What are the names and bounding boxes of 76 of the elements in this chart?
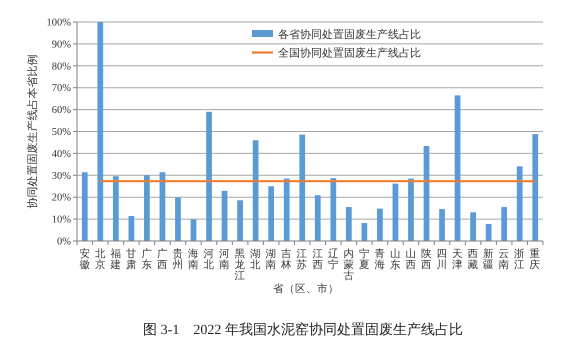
y-tick-label: 40% bbox=[52, 148, 72, 160]
legend-label: 各省协同处置固废生产线占比 bbox=[278, 28, 421, 41]
x-tick-label: 内蒙古 bbox=[343, 247, 354, 282]
bar bbox=[97, 22, 104, 241]
x-axis-title: 省（区、市） bbox=[273, 282, 339, 295]
x-tick-label: 海南 bbox=[188, 248, 199, 271]
y-tick-label: 10% bbox=[52, 214, 72, 226]
bar bbox=[284, 178, 290, 241]
bar bbox=[501, 207, 508, 241]
bar bbox=[314, 195, 321, 241]
bar bbox=[252, 140, 259, 241]
legend-label: 全国协同处置固废生产线占比 bbox=[278, 46, 421, 60]
x-tick-label: 黑龙江 bbox=[234, 248, 246, 282]
x-tick-label: 江苏 bbox=[296, 248, 308, 271]
x-tick-label: 新疆 bbox=[483, 247, 494, 271]
bar bbox=[516, 166, 523, 241]
y-tick-label: 0% bbox=[57, 236, 72, 248]
x-tick-label: 天津 bbox=[452, 248, 464, 271]
bar bbox=[206, 112, 212, 241]
x-tick-label: 广西 bbox=[156, 247, 168, 271]
bar bbox=[470, 212, 476, 241]
x-tick-label: 北京 bbox=[94, 247, 106, 271]
x-tick-label: 湖北 bbox=[250, 248, 262, 271]
bar bbox=[128, 216, 134, 241]
y-tick-label: 30% bbox=[52, 170, 72, 182]
bar bbox=[330, 178, 336, 241]
x-tick-label: 山东 bbox=[390, 247, 401, 271]
bar bbox=[439, 209, 445, 241]
y-tick-label: 90% bbox=[52, 39, 72, 50]
bar bbox=[532, 134, 538, 241]
bar bbox=[392, 184, 398, 241]
x-tick-label: 重庆 bbox=[530, 247, 541, 271]
x-tick-label: 云南 bbox=[498, 248, 510, 271]
y-axis-title: 协同处置固废生产线占本省比例 bbox=[26, 54, 39, 208]
x-tick-label: 辽宁 bbox=[328, 248, 339, 271]
bar bbox=[377, 208, 383, 241]
bar bbox=[361, 223, 368, 241]
y-tick-label: 80% bbox=[52, 61, 72, 72]
x-tick-label: 四川 bbox=[436, 248, 448, 271]
bar bbox=[454, 95, 460, 241]
y-tick-label: 70% bbox=[52, 83, 72, 94]
bar bbox=[346, 207, 352, 241]
x-tick-label: 江西 bbox=[312, 248, 324, 271]
x-tick-label: 宁夏 bbox=[358, 247, 370, 271]
x-tick-label: 陕西 bbox=[421, 248, 432, 271]
bar bbox=[160, 172, 166, 241]
x-tick-label: 河北 bbox=[204, 248, 215, 271]
x-tick-label: 山西 bbox=[405, 247, 416, 271]
bar bbox=[424, 146, 430, 241]
bar bbox=[486, 224, 492, 241]
x-tick-label: 湖南 bbox=[266, 248, 277, 271]
x-tick-label: 贵州 bbox=[172, 247, 184, 271]
bar bbox=[299, 134, 306, 241]
x-tick-label: 安徽 bbox=[79, 247, 90, 271]
y-tick-label: 20% bbox=[52, 192, 72, 204]
bar bbox=[237, 200, 243, 241]
bar bbox=[408, 178, 414, 241]
text: 图 3-1 2022 年我国水泥窑协同处置固废生产线占比 bbox=[143, 322, 463, 338]
x-tick-label: 吉林 bbox=[280, 247, 292, 271]
bar bbox=[268, 186, 274, 241]
x-tick-label: 河南 bbox=[219, 248, 230, 271]
bar bbox=[175, 198, 181, 241]
x-tick-label: 浙江 bbox=[514, 247, 526, 271]
x-tick-label: 青海 bbox=[374, 247, 386, 271]
x-tick-label: 甘肃 bbox=[126, 247, 137, 271]
y-tick-label: 50% bbox=[52, 127, 72, 138]
bar bbox=[82, 172, 88, 241]
x-tick-label: 福建 bbox=[109, 247, 122, 271]
bar bbox=[190, 220, 196, 241]
bar bbox=[144, 175, 150, 241]
bar bbox=[222, 190, 228, 241]
bar bbox=[112, 176, 119, 241]
y-tick-label: 60% bbox=[52, 105, 72, 116]
x-tick-label: 西藏 bbox=[468, 248, 479, 271]
y-tick-label: 100% bbox=[46, 18, 72, 28]
x-tick-label: 广东 bbox=[141, 247, 152, 271]
